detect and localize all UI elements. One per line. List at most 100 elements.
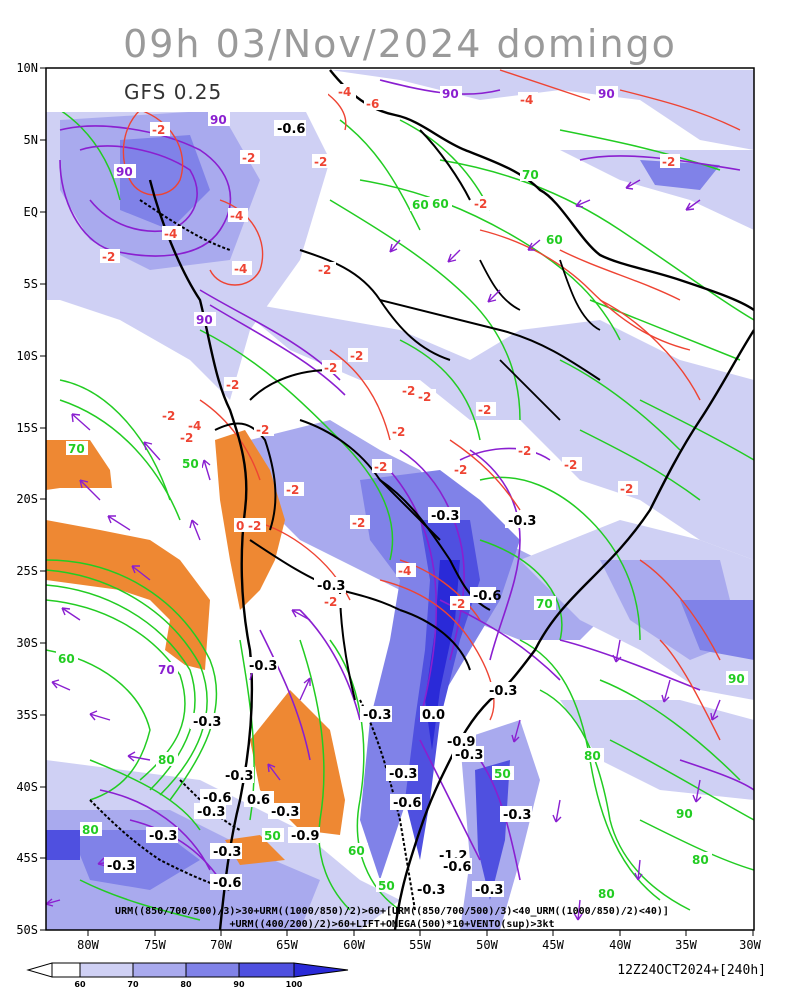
- svg-text:-4: -4: [234, 262, 247, 276]
- lat-label-10s: 10S: [16, 349, 38, 363]
- lon-label-45w: 45W: [542, 938, 564, 952]
- svg-text:-2: -2: [454, 463, 467, 477]
- svg-text:-0.6: -0.6: [473, 589, 501, 604]
- svg-text:-4: -4: [338, 85, 351, 99]
- svg-text:-2: -2: [418, 390, 431, 404]
- svg-text:50: 50: [182, 457, 199, 471]
- svg-text:-2: -2: [180, 431, 193, 445]
- svg-text:-0.3: -0.3: [503, 808, 531, 823]
- svg-text:-2: -2: [102, 250, 115, 264]
- svg-text:50: 50: [494, 767, 511, 781]
- colorbar-seg-90-100: [238, 962, 295, 978]
- colorbar-label-100: 100: [286, 980, 303, 989]
- lat-label-5s: 5S: [24, 277, 38, 291]
- svg-text:90: 90: [598, 87, 615, 101]
- svg-text:-0.3: -0.3: [417, 883, 445, 898]
- svg-text:-0.3: -0.3: [489, 684, 517, 699]
- svg-text:-0.6: -0.6: [277, 122, 305, 137]
- svg-text:70: 70: [536, 597, 553, 611]
- svg-text:60: 60: [412, 198, 429, 212]
- omega-labels: -0.3 -0.3 -0.3 -0.6 -0.3 -0.3 -0.3 -0.3 …: [104, 120, 537, 898]
- svg-text:-2: -2: [242, 151, 255, 165]
- svg-text:80: 80: [158, 753, 175, 767]
- svg-text:90: 90: [210, 113, 227, 127]
- svg-text:-0.3: -0.3: [317, 579, 345, 594]
- colorbar-seg-70-80: [132, 962, 187, 978]
- map-field: -0.3 -0.3 -0.3 -0.6 -0.3 -0.3 -0.3 -0.3 …: [46, 68, 754, 930]
- field-description-line-2: +URM((400/200)/2)>60+LIFT+OMEGA(500)*10+…: [229, 919, 554, 930]
- coastline-borders: [89, 69, 754, 930]
- field-description-line-1: URM((850/700/500)/3)>30+URM((1000/850)/2…: [115, 906, 669, 917]
- svg-text:-2: -2: [318, 263, 331, 277]
- colorbar-label-90: 90: [233, 980, 245, 989]
- svg-text:-0.3: -0.3: [475, 883, 503, 898]
- svg-text:-0.3: -0.3: [455, 748, 483, 763]
- lon-label-40w: 40W: [609, 938, 631, 952]
- svg-text:-2: -2: [620, 482, 633, 496]
- svg-text:-0.3: -0.3: [225, 769, 253, 784]
- svg-text:-2: -2: [662, 155, 675, 169]
- svg-text:60: 60: [546, 233, 563, 247]
- svg-text:-0.3: -0.3: [508, 514, 536, 529]
- svg-text:-2: -2: [564, 458, 577, 472]
- lon-label-80w: 80W: [77, 938, 99, 952]
- wind-vectors: [46, 179, 721, 921]
- svg-text:-4: -4: [164, 227, 177, 241]
- svg-text:70: 70: [158, 663, 175, 677]
- lon-label-35w: 35W: [675, 938, 697, 952]
- svg-text:-0.9: -0.9: [291, 829, 319, 844]
- colorbar: [26, 962, 349, 978]
- svg-text:-0.3: -0.3: [389, 767, 417, 782]
- svg-text:-4: -4: [230, 209, 243, 223]
- svg-text:-2: -2: [392, 425, 405, 439]
- humidity-labels: 70 80 80 90 80 90 80 80 60 60 70 60 90 9…: [56, 86, 748, 901]
- svg-text:-2: -2: [152, 123, 165, 137]
- colorbar-labels: 60 70 80 90 100: [74, 980, 302, 989]
- svg-text:80: 80: [82, 823, 99, 837]
- svg-text:-2: -2: [286, 483, 299, 497]
- svg-text:-0.6: -0.6: [203, 791, 231, 806]
- svg-text:-0.3: -0.3: [197, 805, 225, 820]
- svg-text:80: 80: [598, 887, 615, 901]
- longitude-axis: [87, 930, 754, 936]
- latitude-labels: 10N 5N EQ 5S 10S 15S 20S 25S 30S 35S 40S…: [16, 61, 38, 937]
- colorbar-label-60: 60: [74, 980, 86, 989]
- lat-label-eq: EQ: [24, 205, 38, 219]
- svg-text:-2: -2: [474, 197, 487, 211]
- svg-text:-0.3: -0.3: [363, 708, 391, 723]
- lon-label-30w: 30W: [739, 938, 761, 952]
- colorbar-seg-60-70: [79, 962, 134, 978]
- svg-text:90: 90: [442, 87, 459, 101]
- svg-text:90: 90: [728, 672, 745, 686]
- lat-label-25s: 25S: [16, 564, 38, 578]
- lon-label-75w: 75W: [144, 938, 166, 952]
- upper-humidity-contours: [59, 79, 754, 881]
- svg-text:-2: -2: [256, 423, 269, 437]
- svg-text:-2: -2: [314, 155, 327, 169]
- svg-text:-2: -2: [452, 597, 465, 611]
- lat-label-20s: 20S: [16, 492, 38, 506]
- lat-label-10n: 10N: [16, 61, 38, 75]
- field-description: URM((850/700/500)/3)>30+URM((1000/850)/2…: [115, 906, 669, 930]
- svg-text:-0.6: -0.6: [443, 860, 471, 875]
- colorbar-label-70: 70: [127, 980, 139, 989]
- lat-label-50s: 50S: [16, 923, 38, 937]
- svg-text:50: 50: [264, 829, 281, 843]
- svg-text:-2: -2: [402, 384, 415, 398]
- lat-label-40s: 40S: [16, 780, 38, 794]
- svg-text:80: 80: [692, 853, 709, 867]
- svg-text:-0.3: -0.3: [193, 715, 221, 730]
- lon-label-70w: 70W: [210, 938, 232, 952]
- svg-text:-2: -2: [518, 444, 531, 458]
- model-label-box: [46, 70, 328, 112]
- svg-text:-0.3: -0.3: [149, 829, 177, 844]
- model-label: GFS 0.25: [124, 80, 222, 104]
- svg-text:80: 80: [584, 749, 601, 763]
- svg-text:-6: -6: [366, 97, 379, 111]
- svg-text:0.6: 0.6: [247, 793, 270, 808]
- colorbar-left-tip: [26, 962, 53, 978]
- lat-label-5n: 5N: [24, 133, 38, 147]
- svg-text:0: 0: [236, 519, 244, 533]
- svg-text:-2: -2: [478, 403, 491, 417]
- svg-text:-2: -2: [162, 409, 175, 423]
